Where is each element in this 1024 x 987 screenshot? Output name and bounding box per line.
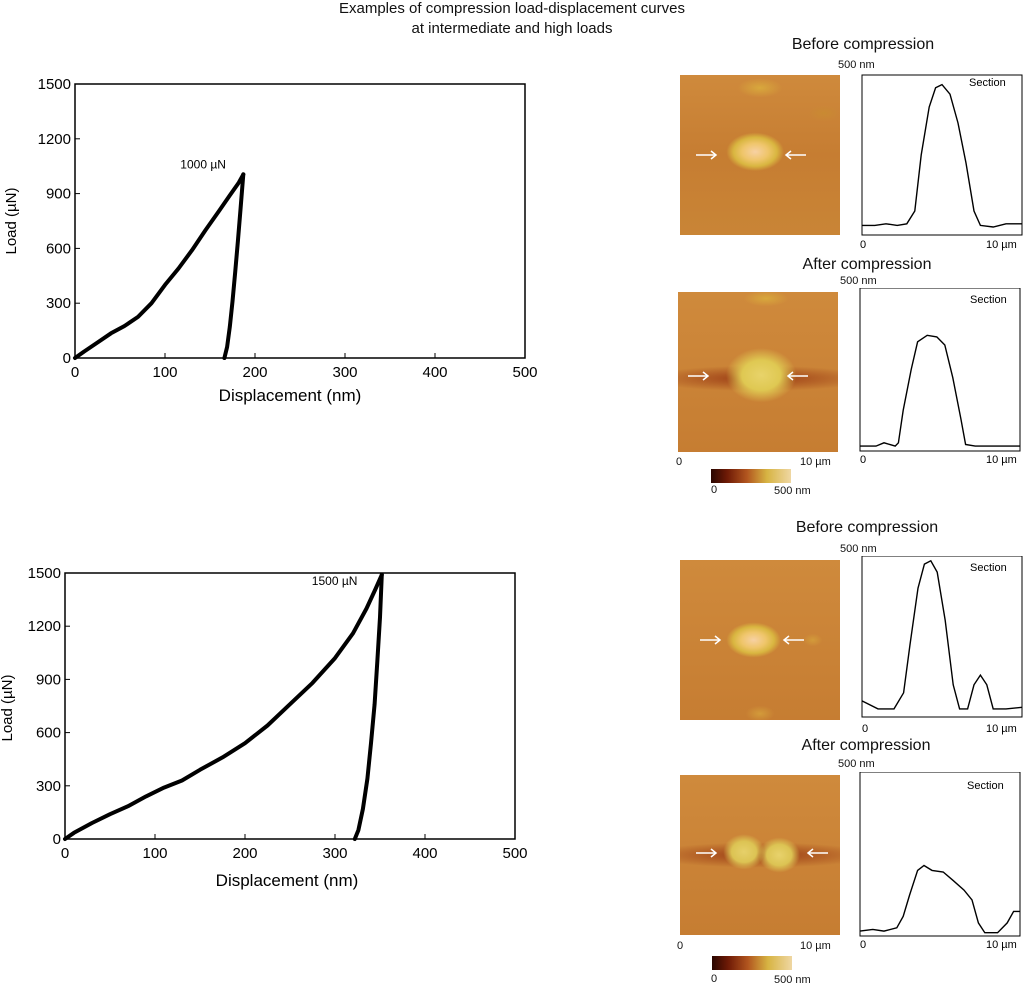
section-profile-before-1: Section 0 10 µm <box>860 74 1023 251</box>
y-tick-label: 0 <box>63 350 71 367</box>
afm-x-start: 0 <box>676 456 683 468</box>
x-axis-label: Displacement (nm) <box>219 386 362 405</box>
height-colorbar <box>712 956 792 970</box>
x-axis-label: Displacement (nm) <box>216 871 359 890</box>
colorbar-max-label: 500 nm <box>774 974 811 986</box>
y-tick-label: 300 <box>46 295 71 312</box>
colorbar-min-label: 0 <box>711 973 718 985</box>
x-tick-label: 0 <box>71 364 79 381</box>
section-profile-line <box>862 83 1022 228</box>
afm-x-end: 10 µm <box>800 940 831 952</box>
unloading-curve <box>352 572 384 841</box>
y-tick-label: 1500 <box>28 565 61 582</box>
y-tick-label: 1200 <box>38 131 71 148</box>
section-x-start: 0 <box>860 939 866 951</box>
section-profile-line <box>861 559 1023 710</box>
after-compression-label-2: After compression <box>801 737 931 754</box>
load-displacement-chart-2: 0 100 200 300 400 500 0 300 600 900 1200 1500 1500 … <box>0 565 528 890</box>
x-tick-label: 500 <box>512 364 537 381</box>
loading-curve <box>73 172 246 360</box>
x-tick-label: 300 <box>332 364 357 381</box>
afm-image-after-1 <box>678 292 838 452</box>
unloading-curve <box>222 172 246 360</box>
section-x-start: 0 <box>862 723 868 735</box>
section-profile-line <box>860 334 1020 447</box>
section-x-start: 0 <box>860 239 866 251</box>
x-tick-label: 400 <box>422 364 447 381</box>
section-x-start: 0 <box>860 454 866 466</box>
load-displacement-chart-1: 0 100 200 300 400 500 0 300 600 900 1200 1500 1000 … <box>3 76 538 405</box>
scale-label: 500 nm <box>840 543 877 555</box>
section-profile-line <box>859 864 1020 934</box>
x-tick-label: 500 <box>502 845 527 862</box>
figure-title-line1: Examples of compression load-displacemen… <box>339 0 685 17</box>
scale-label: 500 nm <box>838 59 875 71</box>
y-tick-label: 0 <box>53 831 61 848</box>
afm-image-after-2 <box>680 775 840 935</box>
plot-frame <box>74 83 526 359</box>
y-axis-label: Load (µN) <box>0 674 16 741</box>
afm-image-before-2 <box>680 560 840 720</box>
height-colorbar <box>711 469 791 483</box>
y-tick-label: 300 <box>36 778 61 795</box>
after-compression-label-1: After compression <box>802 256 932 273</box>
colorbar-max-label: 500 nm <box>774 485 811 497</box>
y-tick-label: 1200 <box>28 618 61 635</box>
section-x-end: 10 µm <box>986 723 1017 735</box>
x-tick-label: 100 <box>152 364 177 381</box>
section-profile-after-2: Section 0 10 µm <box>859 772 1021 951</box>
y-tick-label: 600 <box>36 725 61 742</box>
before-compression-label-2: Before compression <box>795 519 939 536</box>
scale-label: 500 nm <box>838 758 875 770</box>
x-tick-label: 200 <box>232 845 257 862</box>
figure-title-line2: at intermediate and high loads <box>411 20 613 37</box>
colorbar-min-label: 0 <box>711 484 718 496</box>
section-profile-before-2: Section 0 10 µm <box>861 556 1023 735</box>
section-x-end: 10 µm <box>986 239 1017 251</box>
section-profile-after-1: Section 0 10 µm <box>859 288 1021 466</box>
afm-x-start: 0 <box>677 940 684 952</box>
y-tick-label: 1500 <box>38 76 71 93</box>
section-x-end: 10 µm <box>986 939 1017 951</box>
x-tick-label: 0 <box>61 845 69 862</box>
section-label: Section <box>969 77 1006 89</box>
section-label: Section <box>970 294 1007 306</box>
x-tick-label: 300 <box>322 845 347 862</box>
scale-label: 500 nm <box>840 275 877 287</box>
afm-image-before-1 <box>680 75 840 235</box>
y-tick-label: 900 <box>46 186 71 203</box>
peak-load-annotation: 1500 µN <box>312 574 358 588</box>
loading-curve <box>63 572 384 841</box>
peak-load-annotation: 1000 µN <box>180 157 226 171</box>
afm-x-end: 10 µm <box>800 456 831 468</box>
x-tick-label: 200 <box>242 364 267 381</box>
y-tick-label: 900 <box>36 671 61 688</box>
section-label: Section <box>967 780 1004 792</box>
section-label: Section <box>970 562 1007 574</box>
x-tick-label: 100 <box>142 845 167 862</box>
section-x-end: 10 µm <box>986 454 1017 466</box>
before-compression-label-1: Before compression <box>791 36 935 53</box>
y-axis-label: Load (µN) <box>3 187 20 254</box>
plot-frame <box>64 572 516 840</box>
y-tick-label: 600 <box>46 240 71 257</box>
x-tick-label: 400 <box>412 845 437 862</box>
